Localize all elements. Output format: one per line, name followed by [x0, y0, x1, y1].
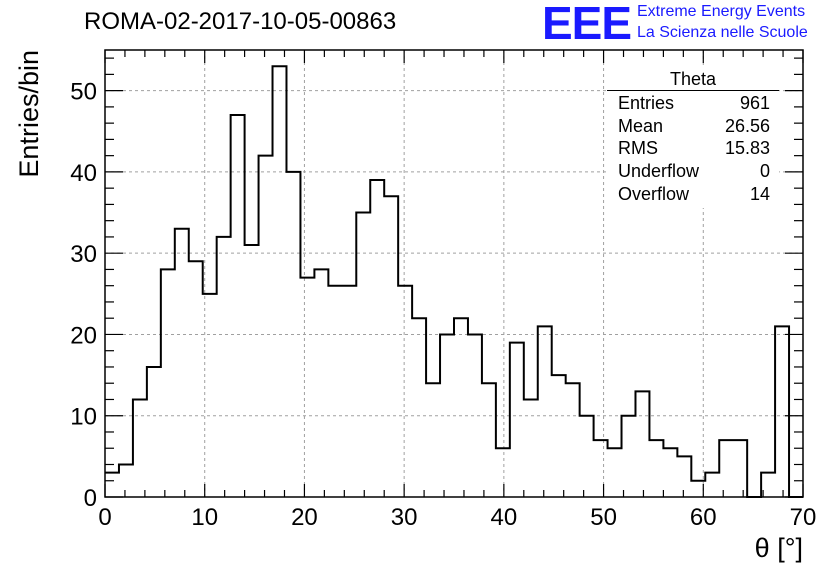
stats-value: 15.83	[724, 138, 770, 158]
y-tick-label: 0	[84, 485, 97, 512]
y-tick-label: 10	[70, 404, 97, 431]
stats-row-mean: Mean 26.56	[618, 115, 770, 137]
plot-frame	[104, 49, 804, 498]
stats-row-overflow: Overflow 14	[618, 183, 770, 205]
stats-row-rms: RMS 15.83	[618, 137, 770, 159]
x-tick-label: 50	[590, 504, 617, 531]
plot-title: ROMA-02-2017-10-05-00863	[84, 8, 397, 35]
stats-value: 26.56	[724, 116, 770, 136]
stats-key: Overflow	[618, 184, 690, 204]
y-axis-label: Entries/bin	[14, 50, 44, 178]
x-tick-label: 40	[491, 504, 518, 531]
stats-key: Underflow	[618, 161, 700, 181]
y-tick-label: 40	[70, 160, 97, 187]
stats-value: 14	[749, 184, 770, 204]
x-tick-label: 60	[690, 504, 717, 531]
stats-row-underflow: Underflow 0	[618, 160, 770, 182]
y-tick-label: 30	[70, 241, 97, 268]
axis-ticks	[104, 50, 804, 498]
y-tick-label: 50	[70, 79, 97, 106]
stats-key: Mean	[618, 116, 664, 136]
y-tick-label: 20	[70, 322, 97, 349]
x-tick-label: 10	[191, 504, 218, 531]
axis-tick-labels: 0 10 20 30 40 50 60 70 0 10 20 30 40 50	[70, 79, 816, 531]
stats-box: Theta Entries 961 Mean 26.56 RMS 15.83 U…	[607, 68, 779, 208]
x-tick-label: 70	[790, 504, 817, 531]
stats-value: 0	[759, 161, 770, 181]
x-tick-label: 0	[98, 504, 111, 531]
logo-line-2: La Scienza nelle Scuole	[637, 24, 808, 41]
stats-row-entries: Entries 961	[618, 92, 770, 114]
x-axis-label: θ [°]	[755, 533, 803, 563]
eee-logo: EEE	[542, 0, 632, 49]
histogram-line	[105, 65, 803, 498]
x-tick-label: 20	[291, 504, 318, 531]
stats-title: Theta	[607, 68, 779, 91]
stats-value: 961	[739, 93, 770, 113]
stats-key: RMS	[618, 138, 658, 158]
logo-line-1: Extreme Energy Events	[637, 3, 806, 20]
stats-key: Entries	[618, 93, 675, 113]
x-tick-label: 30	[391, 504, 418, 531]
